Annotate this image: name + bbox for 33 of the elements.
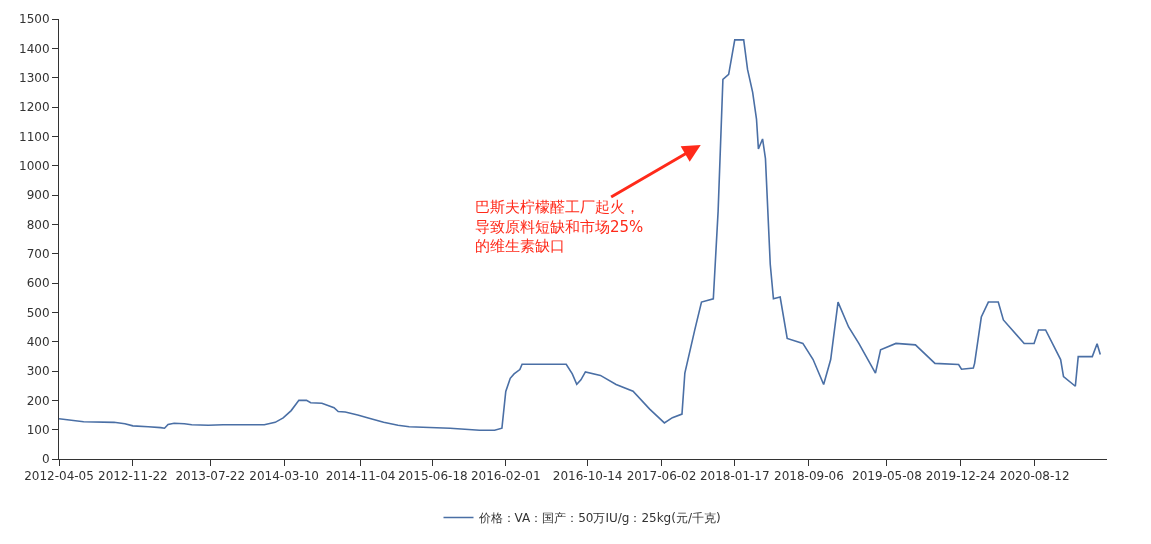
y-tick-label: 1200 [19,100,50,115]
y-tick-label: 600 [26,276,50,291]
x-tick-label: 2013-07-22 [175,469,246,484]
x-tick-label: 2019-12-24 [925,469,996,484]
y-tick-label: 900 [26,188,50,203]
x-tick-label: 2016-02-01 [470,469,541,484]
x-tick-label: 2017-06-02 [626,469,697,484]
y-tick-label: 1100 [19,129,50,144]
y-tick-label: 200 [26,393,50,408]
x-tick-label: 2014-03-10 [249,469,320,484]
y-tick-label: 800 [26,217,50,232]
x-tick-label: 2020-08-12 [999,469,1070,484]
x-tick-label: 2019-05-08 [852,469,922,484]
legend-label: 价格：VA：国产：50万IU/g：25kg(元/千克) [477,511,721,526]
y-tick-label: 400 [26,334,50,349]
y-tick-label: 500 [26,305,50,320]
line-series [59,39,1102,432]
x-tick-label: 2018-09-06 [774,469,844,484]
y-tick-label: 0 [41,452,50,467]
x-tick-label: 2015-06-18 [397,469,468,484]
y-tick-label: 700 [26,246,50,261]
x-tick-label: 2012-04-05 [24,469,94,484]
annotation: 巴斯夫柠檬醛工厂起火，导致原料短缺和市场25%的维生素缺口 [475,198,644,255]
x-tick-label: 2018-01-17 [699,469,770,484]
y-tick-label: 1400 [19,41,50,56]
x-tick-label: 2016-10-14 [552,469,623,484]
x-tick-label: 2014-11-04 [325,469,396,484]
y-tick-label: 100 [26,422,50,437]
y-tick-label: 300 [26,364,50,379]
y-tick-label: 1000 [19,158,50,173]
y-tick-label: 1300 [19,70,50,85]
y-tick-label: 1500 [19,12,50,27]
x-tick-label: 2012-11-22 [97,469,168,484]
